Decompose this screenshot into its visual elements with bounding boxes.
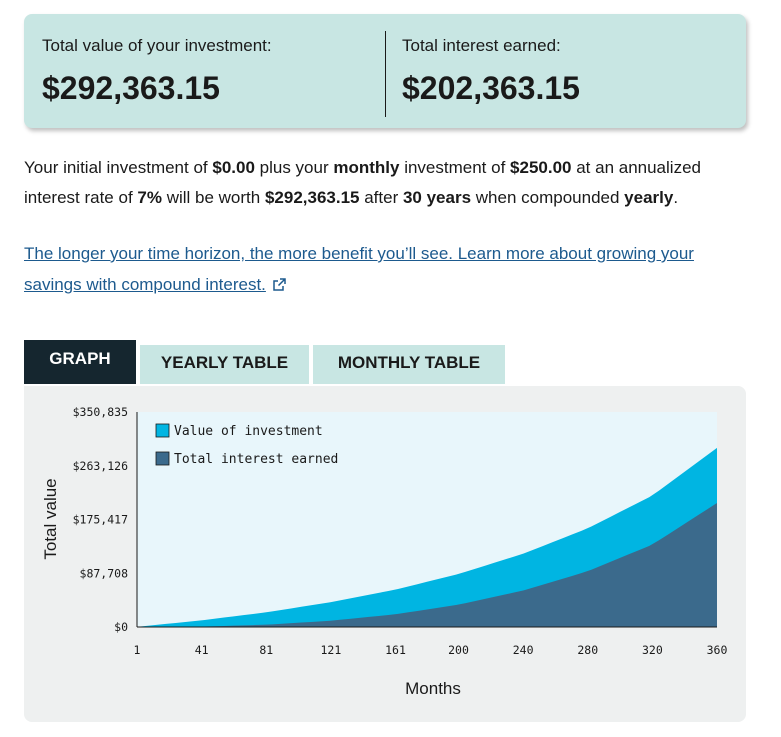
sentence-text: Your initial investment of [24,158,213,177]
x-tick-label: 320 [642,643,663,657]
x-tick-label: 41 [195,643,209,657]
interest-rate: 7% [137,188,162,207]
y-tick-label: $263,126 [73,459,128,473]
external-link-icon[interactable] [272,271,286,302]
summary-divider [385,31,386,117]
interest-label: Total interest earned: [402,36,561,55]
investment-growth-chart: $0 $87,708 $175,417 $263,126 $350,835 1 41 81 12… [41,405,728,698]
total-value-label: Total value of your investment: [42,36,272,55]
y-tick-label: $175,417 [73,513,128,527]
sentence-text: investment of [399,158,511,177]
x-tick-label: 240 [513,643,534,657]
compounding-frequency: yearly [624,188,674,207]
y-tick-label: $87,708 [80,566,129,580]
legend-swatch-interest [155,451,170,466]
summary-card: Total value of your investment: $292,363… [24,14,746,128]
monthly-amount: $250.00 [510,158,572,177]
contribution-frequency: monthly [333,158,400,177]
sentence-text: at an annualized interest rate of [24,158,701,207]
x-tick-label: 1 [134,643,141,657]
x-tick-label: 360 [707,643,728,657]
tab-graph[interactable]: GRAPH [24,340,136,384]
y-tick-label: $350,835 [73,405,128,419]
legend-label-interest: Total interest earned [174,452,338,467]
x-tick-label: 200 [448,643,469,657]
sentence-text: plus your [254,158,334,177]
y-axis-title: Total value [41,478,60,559]
y-tick-label: $0 [114,620,128,634]
total-value-amount: $292,363.15 [42,70,220,106]
x-tick-label: 280 [577,643,598,657]
x-tick-label: 161 [385,643,406,657]
final-value: $292,363.15 [264,188,360,207]
initial-investment-value: $0.00 [212,158,255,177]
summary-sentence: Your initial investment of $0.00 plus yo… [24,153,744,213]
tab-yearly-table[interactable]: YEARLY TABLE [140,345,309,384]
link-text[interactable]: The longer your time horizon, the more b… [24,244,694,294]
compound-interest-link[interactable]: The longer your time horizon, the more b… [24,238,724,302]
years-value: 30 years [402,188,472,207]
chart-panel: $0 $87,708 $175,417 $263,126 $350,835 1 41 81 12… [24,386,746,722]
interest-earned-area [137,502,717,627]
tab-monthly-table[interactable]: MONTHLY TABLE [313,345,505,384]
x-axis-title: Months [405,679,461,698]
sentence-text: when compounded [471,188,625,207]
legend-swatch-value [155,423,170,438]
sentence-text: after [359,188,403,207]
legend-label-value: Value of investment [174,424,323,439]
sentence-text: will be worth [161,188,265,207]
sentence-text: . [673,188,679,207]
x-tick-label: 121 [320,643,341,657]
x-tick-label: 81 [259,643,273,657]
interest-amount: $202,363.15 [402,70,580,106]
